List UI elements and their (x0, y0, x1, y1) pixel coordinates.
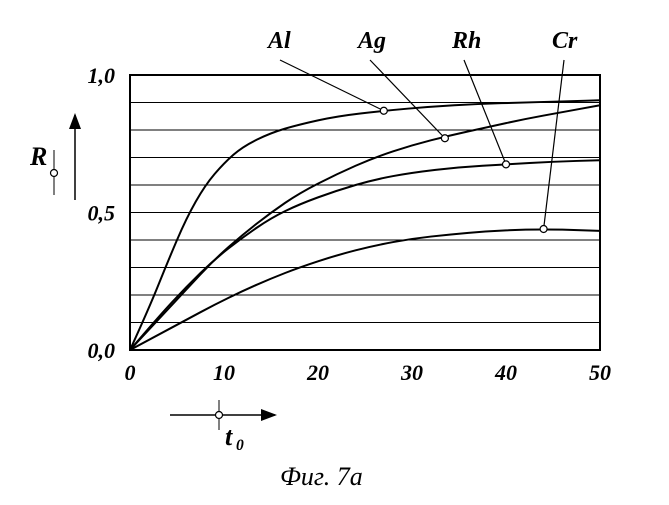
svg-text:0,5: 0,5 (88, 201, 116, 226)
curve-rh (130, 160, 600, 350)
chart-container: 010203040500,00,51,0AlAgRhCrRt0Фиг. 7a (0, 0, 669, 500)
y-axis-label: R (29, 142, 47, 171)
series-label-cr: Cr (552, 28, 578, 54)
series-label-al: Al (266, 28, 291, 54)
series-label-rh: Rh (451, 28, 481, 54)
svg-text:20: 20 (306, 360, 329, 385)
svg-text:0: 0 (125, 360, 136, 385)
figure-caption: Фиг. 7a (280, 462, 363, 491)
curve-cr (130, 230, 600, 350)
x-axis-label: t (225, 422, 233, 451)
svg-text:0,0: 0,0 (88, 338, 116, 363)
svg-text:40: 40 (494, 360, 517, 385)
svg-text:1,0: 1,0 (88, 63, 116, 88)
x-axis-label-sub: 0 (236, 437, 244, 454)
svg-text:10: 10 (213, 360, 235, 385)
series-label-ag: Ag (356, 28, 386, 54)
svg-text:30: 30 (400, 360, 423, 385)
reflectance-chart: 010203040500,00,51,0AlAgRhCrRt0Фиг. 7a (0, 0, 669, 500)
svg-text:50: 50 (589, 360, 611, 385)
